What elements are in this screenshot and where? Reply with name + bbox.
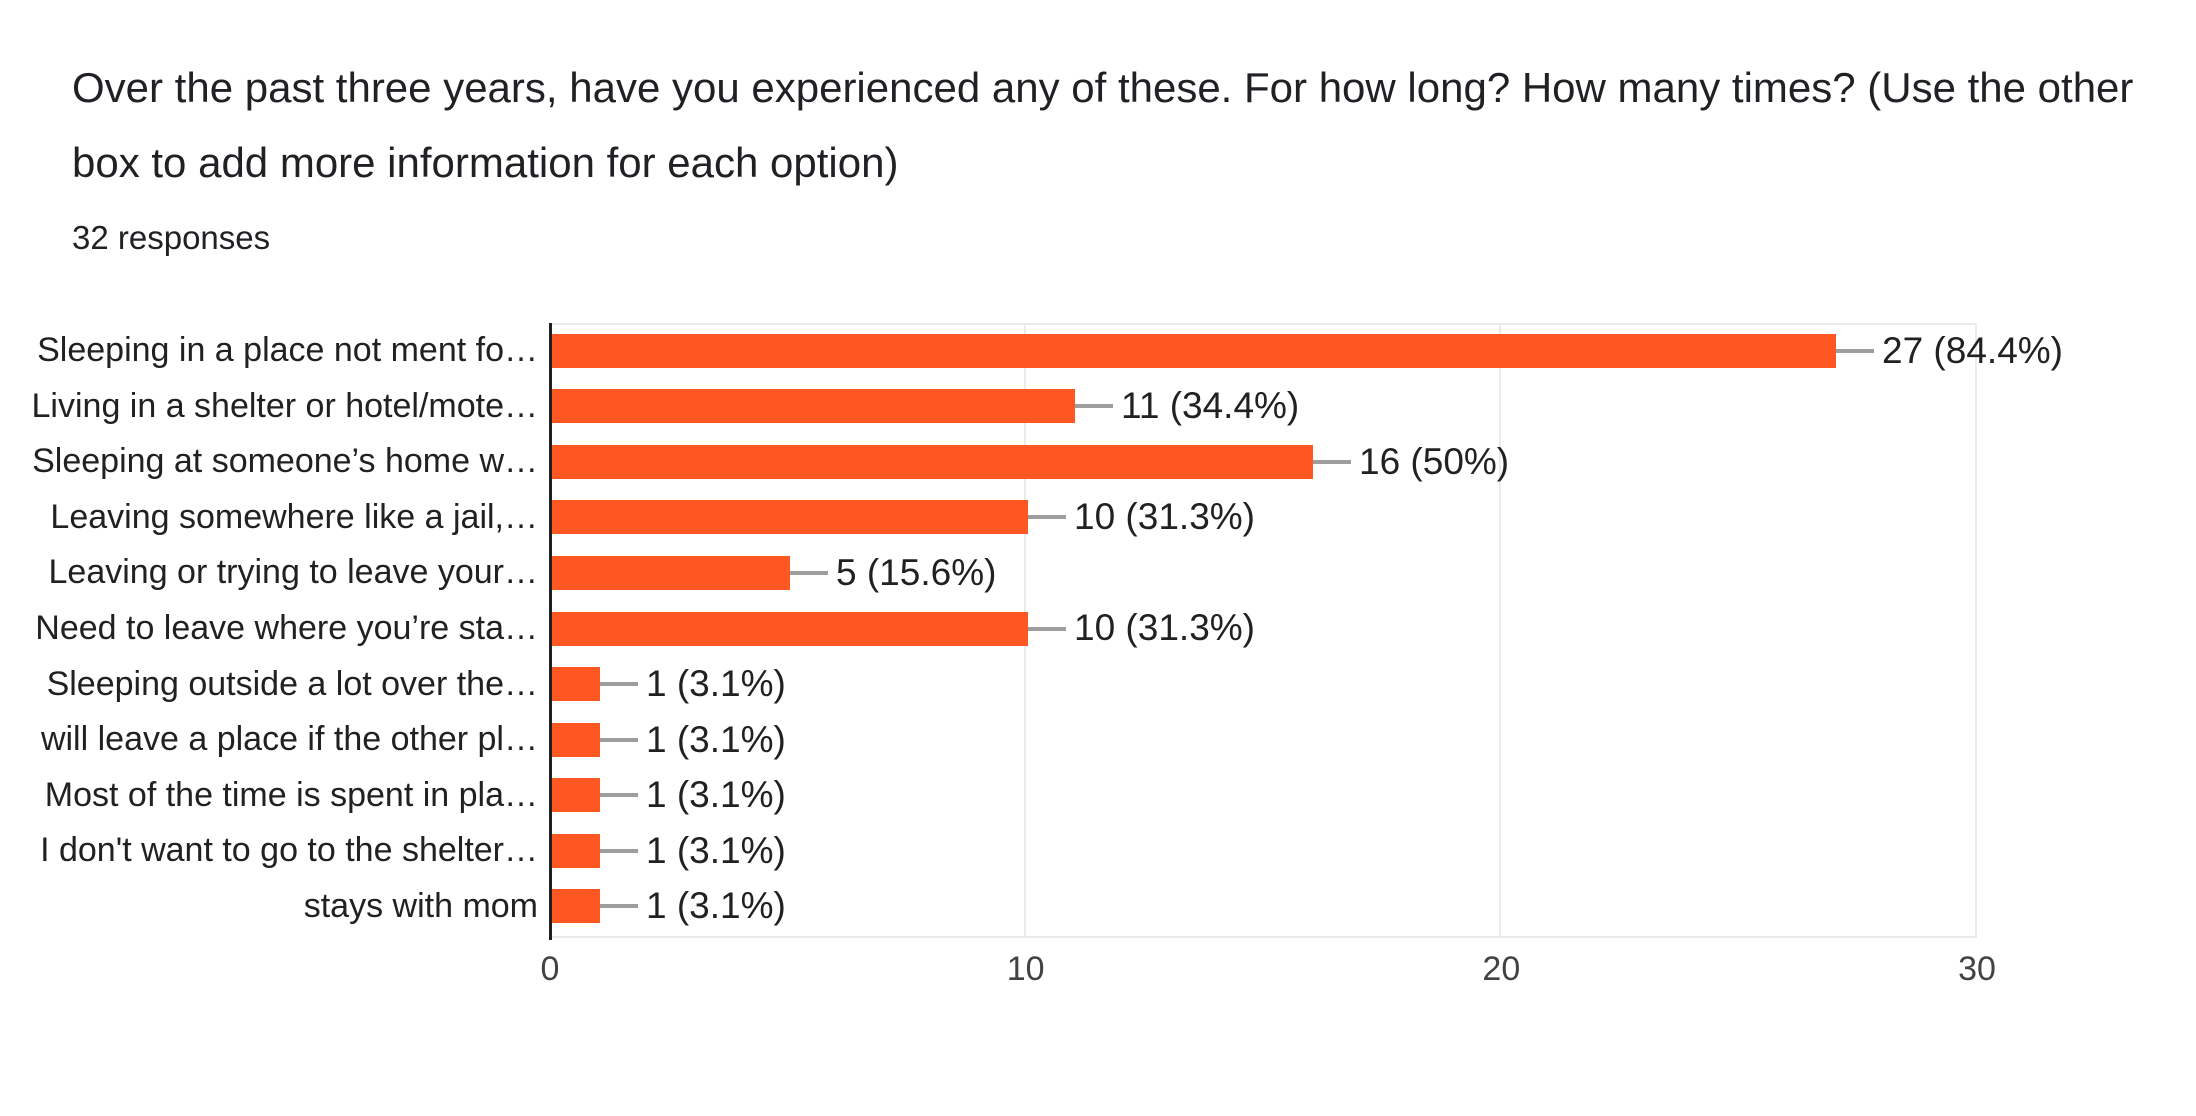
category-label: Sleeping outside a lot over the…: [46, 664, 538, 703]
bar[interactable]: [552, 778, 600, 813]
value-label: 10 (31.3%): [1074, 607, 1255, 649]
bar[interactable]: [552, 833, 600, 868]
category-label: I don't want to go to the shelter…: [40, 831, 538, 870]
value-label: 10 (31.3%): [1074, 496, 1255, 538]
response-count: 32 responses: [72, 219, 271, 256]
value-label: 5 (15.6%): [836, 551, 997, 593]
x-tick-label: 0: [540, 950, 560, 988]
callout-line: [1075, 404, 1113, 409]
value-label: 27 (84.4%): [1882, 329, 2063, 371]
bar[interactable]: [552, 722, 600, 757]
gridline: [1975, 323, 1977, 938]
category-label: Living in a shelter or hotel/mote…: [31, 386, 538, 425]
bar[interactable]: [552, 333, 1836, 368]
bar[interactable]: [552, 555, 790, 590]
value-label: 1 (3.1%): [646, 663, 786, 705]
callout-line: [1313, 459, 1351, 464]
value-label: 1 (3.1%): [646, 885, 786, 927]
callout-line: [600, 848, 638, 853]
category-label: Leaving or trying to leave your…: [48, 553, 538, 592]
bar[interactable]: [552, 889, 600, 924]
value-label: 1 (3.1%): [646, 829, 786, 871]
callout-line: [600, 904, 638, 909]
y-axis-line: [549, 323, 552, 940]
gridline: [1499, 323, 1502, 938]
category-label: Need to leave where you’re sta…: [35, 608, 538, 647]
bar[interactable]: [552, 389, 1075, 424]
x-tick-label: 30: [1958, 950, 1996, 988]
bar[interactable]: [552, 444, 1313, 479]
category-label: Sleeping in a place not ment fo…: [37, 331, 538, 370]
category-label: Most of the time is spent in pla…: [44, 775, 538, 814]
callout-line: [1028, 626, 1066, 631]
category-label: Leaving somewhere like a jail,…: [50, 497, 538, 536]
callout-line: [1836, 348, 1874, 353]
value-label: 16 (50%): [1359, 440, 1510, 482]
value-label: 1 (3.1%): [646, 718, 786, 760]
value-label: 11 (34.4%): [1121, 385, 1300, 427]
bar[interactable]: [552, 500, 1028, 535]
callout-line: [790, 570, 828, 575]
x-tick-label: 10: [1006, 950, 1045, 988]
category-label: Sleeping at someone’s home w…: [32, 442, 538, 481]
callout-line: [1028, 515, 1066, 520]
bar[interactable]: [552, 611, 1028, 646]
callout-line: [600, 737, 638, 742]
x-tick-label: 20: [1482, 950, 1521, 988]
question-title: Over the past three years, have you expe…: [72, 64, 2134, 186]
value-label: 1 (3.1%): [646, 774, 786, 816]
category-label: will leave a place if the other pl…: [40, 720, 538, 759]
callout-line: [600, 682, 638, 687]
bar[interactable]: [552, 667, 600, 702]
callout-line: [600, 793, 638, 798]
category-label: stays with mom: [303, 886, 538, 925]
